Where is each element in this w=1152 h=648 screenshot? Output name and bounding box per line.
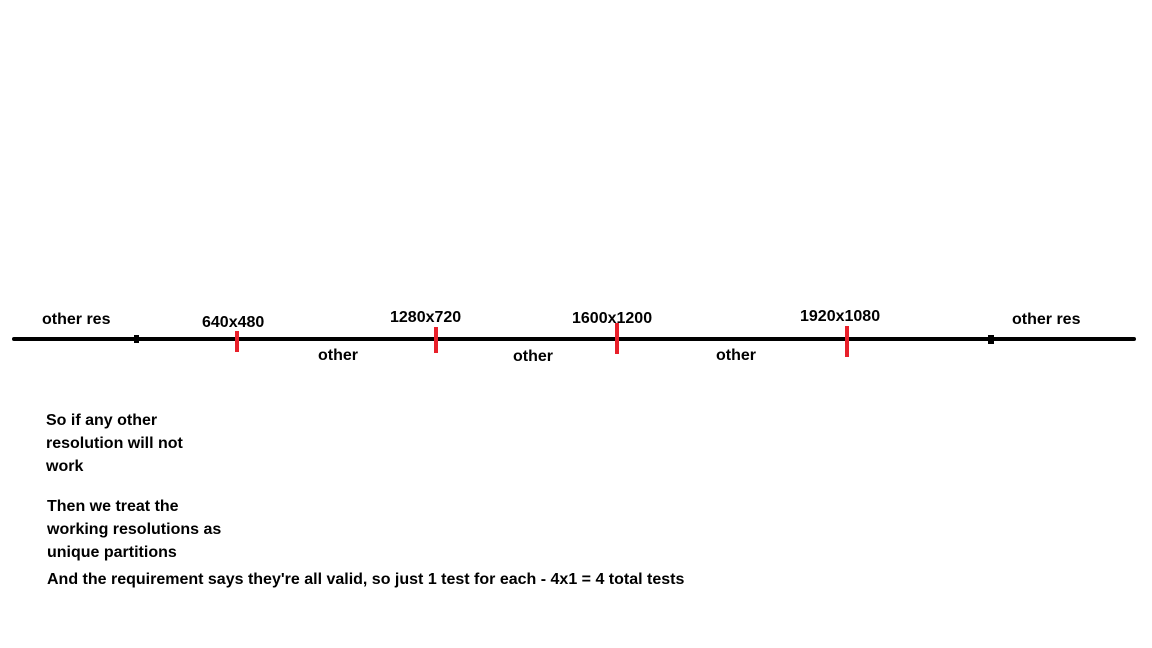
gap-label-other-2: other (513, 348, 553, 365)
tick-1920x1080 (845, 326, 849, 357)
boundary-marker-right (988, 335, 994, 344)
resolution-label-1920x1080: 1920x1080 (800, 308, 881, 325)
tick-1600x1200 (615, 323, 619, 354)
note-total-tests: And the requirement says they're all val… (47, 571, 685, 588)
gap-label-other-3: other (716, 347, 756, 364)
left-other-res-label: other res (42, 311, 111, 328)
note-unique-partitions: Then we treat the working resolutions as… (47, 498, 222, 561)
boundary-marker-left (134, 335, 139, 343)
note-other-resolutions: So if any other resolution will not work (46, 412, 183, 475)
resolution-label-1600x1200: 1600x1200 (572, 310, 653, 327)
tick-640x480 (235, 331, 239, 352)
tick-1280x720 (434, 327, 438, 353)
gap-label-other-1: other (318, 347, 358, 364)
resolution-label-640x480: 640x480 (202, 314, 265, 331)
right-other-res-label: other res (1012, 311, 1081, 328)
resolution-label-1280x720: 1280x720 (390, 309, 462, 326)
